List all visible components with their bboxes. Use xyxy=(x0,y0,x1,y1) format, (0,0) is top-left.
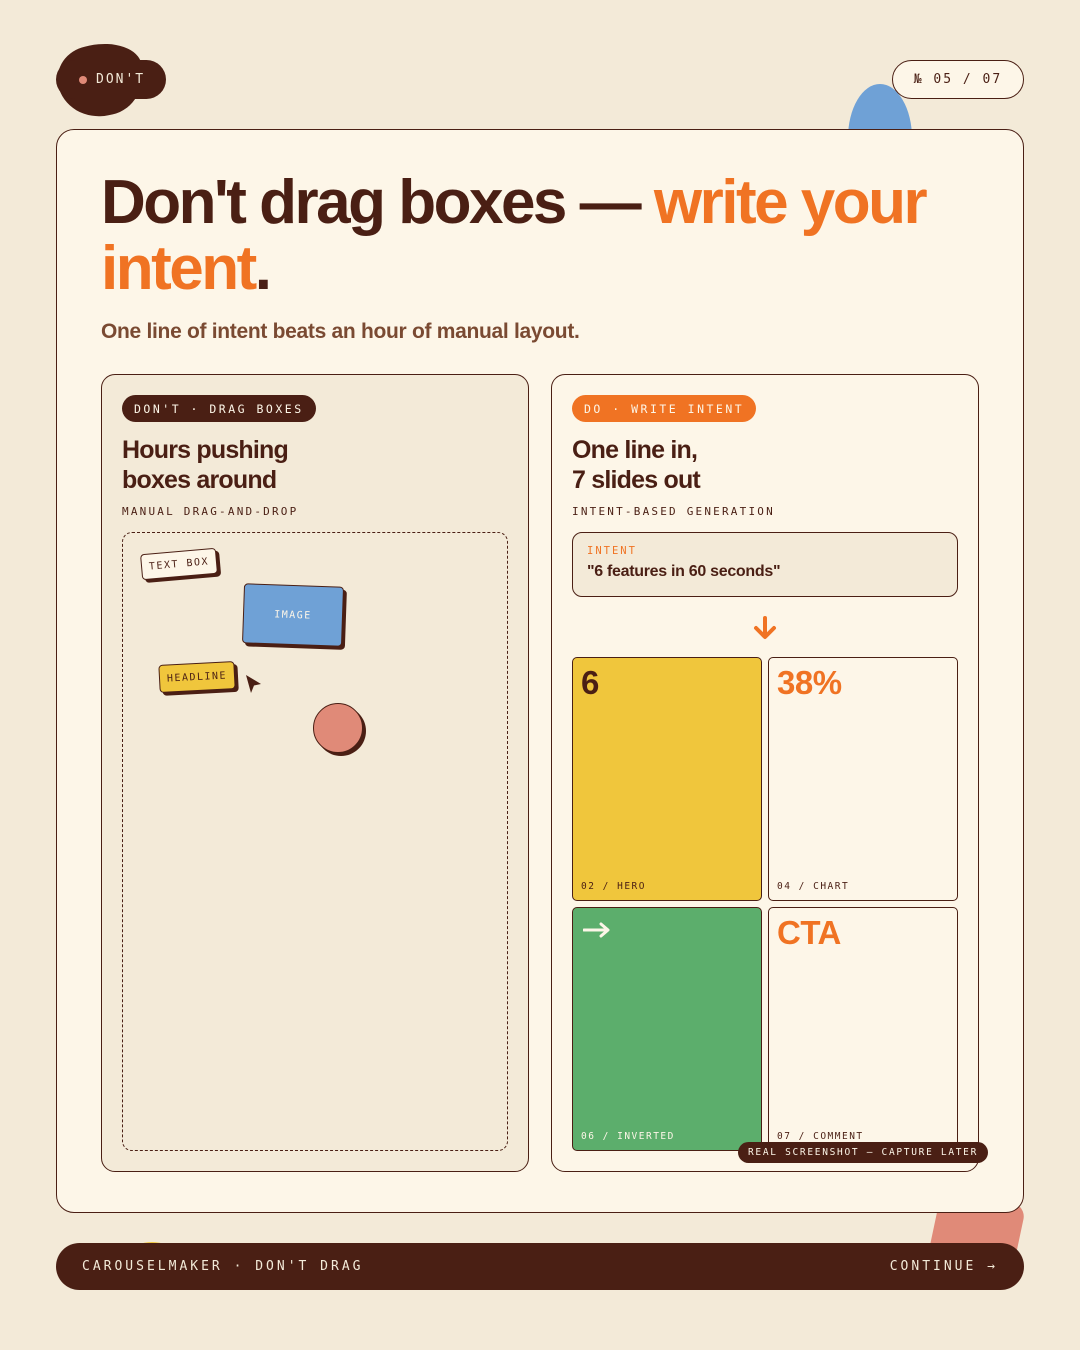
dont-panel-caption: MANUAL DRAG-AND-DROP xyxy=(122,505,299,518)
headline-end: . xyxy=(254,234,272,303)
cursor-icon xyxy=(246,675,261,693)
tile-label: 06 / INVERTED xyxy=(581,1131,675,1142)
dont-panel: DON'T · DRAG BOXES Hours pushing boxes a… xyxy=(101,374,529,1172)
headline-accent: write your intent xyxy=(101,168,928,303)
intent-box: INTENT "6 features in 60 seconds" xyxy=(572,532,958,597)
drag-canvas: TEXT BOX IMAGE HEADLINE xyxy=(122,532,508,1151)
slide-tile-comment[interactable]: CTA 07 / COMMENT xyxy=(768,907,958,1151)
tile-label: 07 / COMMENT xyxy=(777,1131,864,1142)
do-panel-caption: INTENT-BASED GENERATION xyxy=(572,505,775,518)
continue-button[interactable]: CONTINUE → xyxy=(889,1259,998,1274)
main-card: Don't drag boxes — write your intent. On… xyxy=(56,129,1024,1213)
tile-label: 02 / HERO xyxy=(581,881,646,892)
text-box-chip[interactable]: TEXT BOX xyxy=(140,547,218,581)
tile-big-text: 6 xyxy=(581,664,599,701)
dont-pill: DON'T · DRAG BOXES xyxy=(122,395,316,422)
subhead: One line of intent beats an hour of manu… xyxy=(101,320,580,343)
slide-tile-chart[interactable]: 38% 04 / CHART xyxy=(768,657,958,901)
dont-title-line2: boxes around xyxy=(122,466,277,494)
circle-shape[interactable] xyxy=(313,703,363,753)
arrow-down-icon xyxy=(754,616,776,639)
footer-brand: CAROUSELMAKER · DON'T DRAG xyxy=(82,1259,364,1274)
do-pill: DO · WRITE INTENT xyxy=(572,395,757,422)
headline-part1: Don't drag boxes — xyxy=(101,168,654,237)
dont-title-line1: Hours pushing xyxy=(122,436,289,464)
do-title-line2: 7 slides out xyxy=(572,466,701,494)
page-title: Don't drag boxes — write your intent. xyxy=(101,170,1001,302)
tile-label: 04 / CHART xyxy=(777,881,850,892)
dont-panel-title: Hours pushing boxes around xyxy=(122,435,289,495)
slide-tile-hero[interactable]: 6 02 / HERO xyxy=(572,657,762,901)
slide-tile-inverted[interactable]: 06 / INVERTED xyxy=(572,907,762,1151)
do-title-line1: One line in, xyxy=(572,436,698,464)
tile-big-text: 38% xyxy=(777,664,842,701)
headline-chip[interactable]: HEADLINE xyxy=(158,661,236,693)
tile-big-text: CTA xyxy=(777,914,841,951)
screenshot-badge: REAL SCREENSHOT — CAPTURE LATER xyxy=(738,1142,989,1163)
intent-label: INTENT xyxy=(587,545,637,557)
dont-tag-label: DON'T xyxy=(96,72,146,87)
dot-icon xyxy=(79,75,87,84)
do-panel: DO · WRITE INTENT One line in, 7 slides … xyxy=(551,374,989,1172)
page-number: № 05 / 07 xyxy=(892,60,1024,99)
do-panel-title: One line in, 7 slides out xyxy=(572,435,701,495)
intent-value: "6 features in 60 seconds" xyxy=(587,563,781,580)
arrow-right-icon xyxy=(583,922,610,938)
image-chip[interactable]: IMAGE xyxy=(241,583,345,647)
footer-bar: CAROUSELMAKER · DON'T DRAG CONTINUE → xyxy=(56,1243,1024,1290)
dont-tag: DON'T xyxy=(56,60,166,99)
